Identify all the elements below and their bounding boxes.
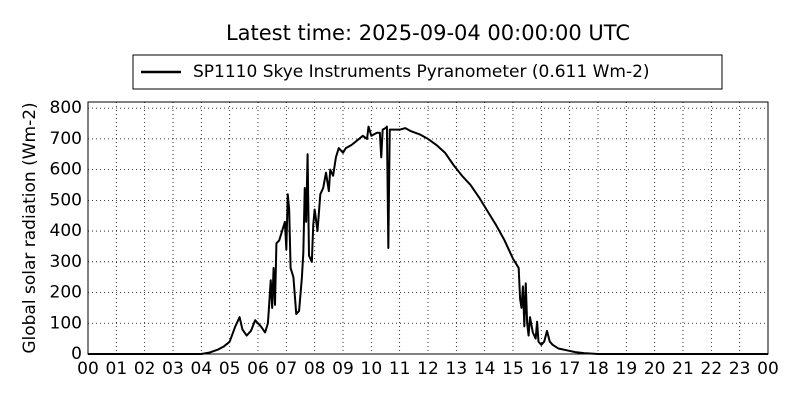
- y-tick-label: 500: [50, 190, 82, 210]
- legend-label: SP1110 Skye Instruments Pyranometer (0.6…: [193, 62, 650, 82]
- x-tick-label: 03: [162, 359, 184, 379]
- x-tick-label: 21: [672, 359, 694, 379]
- y-tick-label: 700: [50, 129, 82, 149]
- x-tick-label: 15: [502, 359, 524, 379]
- y-tick-label: 0: [71, 344, 82, 364]
- x-tick-label: 11: [389, 359, 411, 379]
- x-tick-label: 20: [644, 359, 666, 379]
- y-tick-label: 600: [50, 160, 82, 180]
- x-tick-label: 10: [361, 359, 383, 379]
- chart-title: Latest time: 2025-09-04 00:00:00 UTC: [226, 21, 630, 45]
- x-tick-label: 18: [587, 359, 609, 379]
- series-line: [88, 125, 768, 355]
- y-tick-label: 100: [50, 313, 82, 333]
- x-tick-label: 14: [474, 359, 496, 379]
- x-tick-label: 00: [757, 359, 779, 379]
- x-tick-label: 09: [332, 359, 354, 379]
- y-tick-label: 800: [50, 98, 82, 118]
- x-tick-label: 07: [276, 359, 298, 379]
- x-tick-label: 01: [106, 359, 128, 379]
- x-tick-label: 12: [417, 359, 439, 379]
- y-tick-label: 200: [50, 283, 82, 303]
- x-tick-label: 23: [729, 359, 751, 379]
- x-tick-label: 05: [219, 359, 241, 379]
- x-tick-label: 06: [247, 359, 269, 379]
- x-tick-label: 17: [559, 359, 581, 379]
- y-tick-label: 300: [50, 252, 82, 272]
- x-tick-label: 02: [134, 359, 156, 379]
- x-tick-label: 00: [77, 359, 99, 379]
- y-axis-label: Global solar radiation (Wm-2): [20, 102, 40, 353]
- y-tick-label: 400: [50, 221, 82, 241]
- x-tick-label: 13: [446, 359, 468, 379]
- x-tick-label: 22: [701, 359, 723, 379]
- x-tick-label: 19: [616, 359, 638, 379]
- legend: [132, 54, 723, 90]
- x-tick-label: 04: [191, 359, 213, 379]
- x-tick-label: 16: [531, 359, 553, 379]
- x-tick-label: 08: [304, 359, 326, 379]
